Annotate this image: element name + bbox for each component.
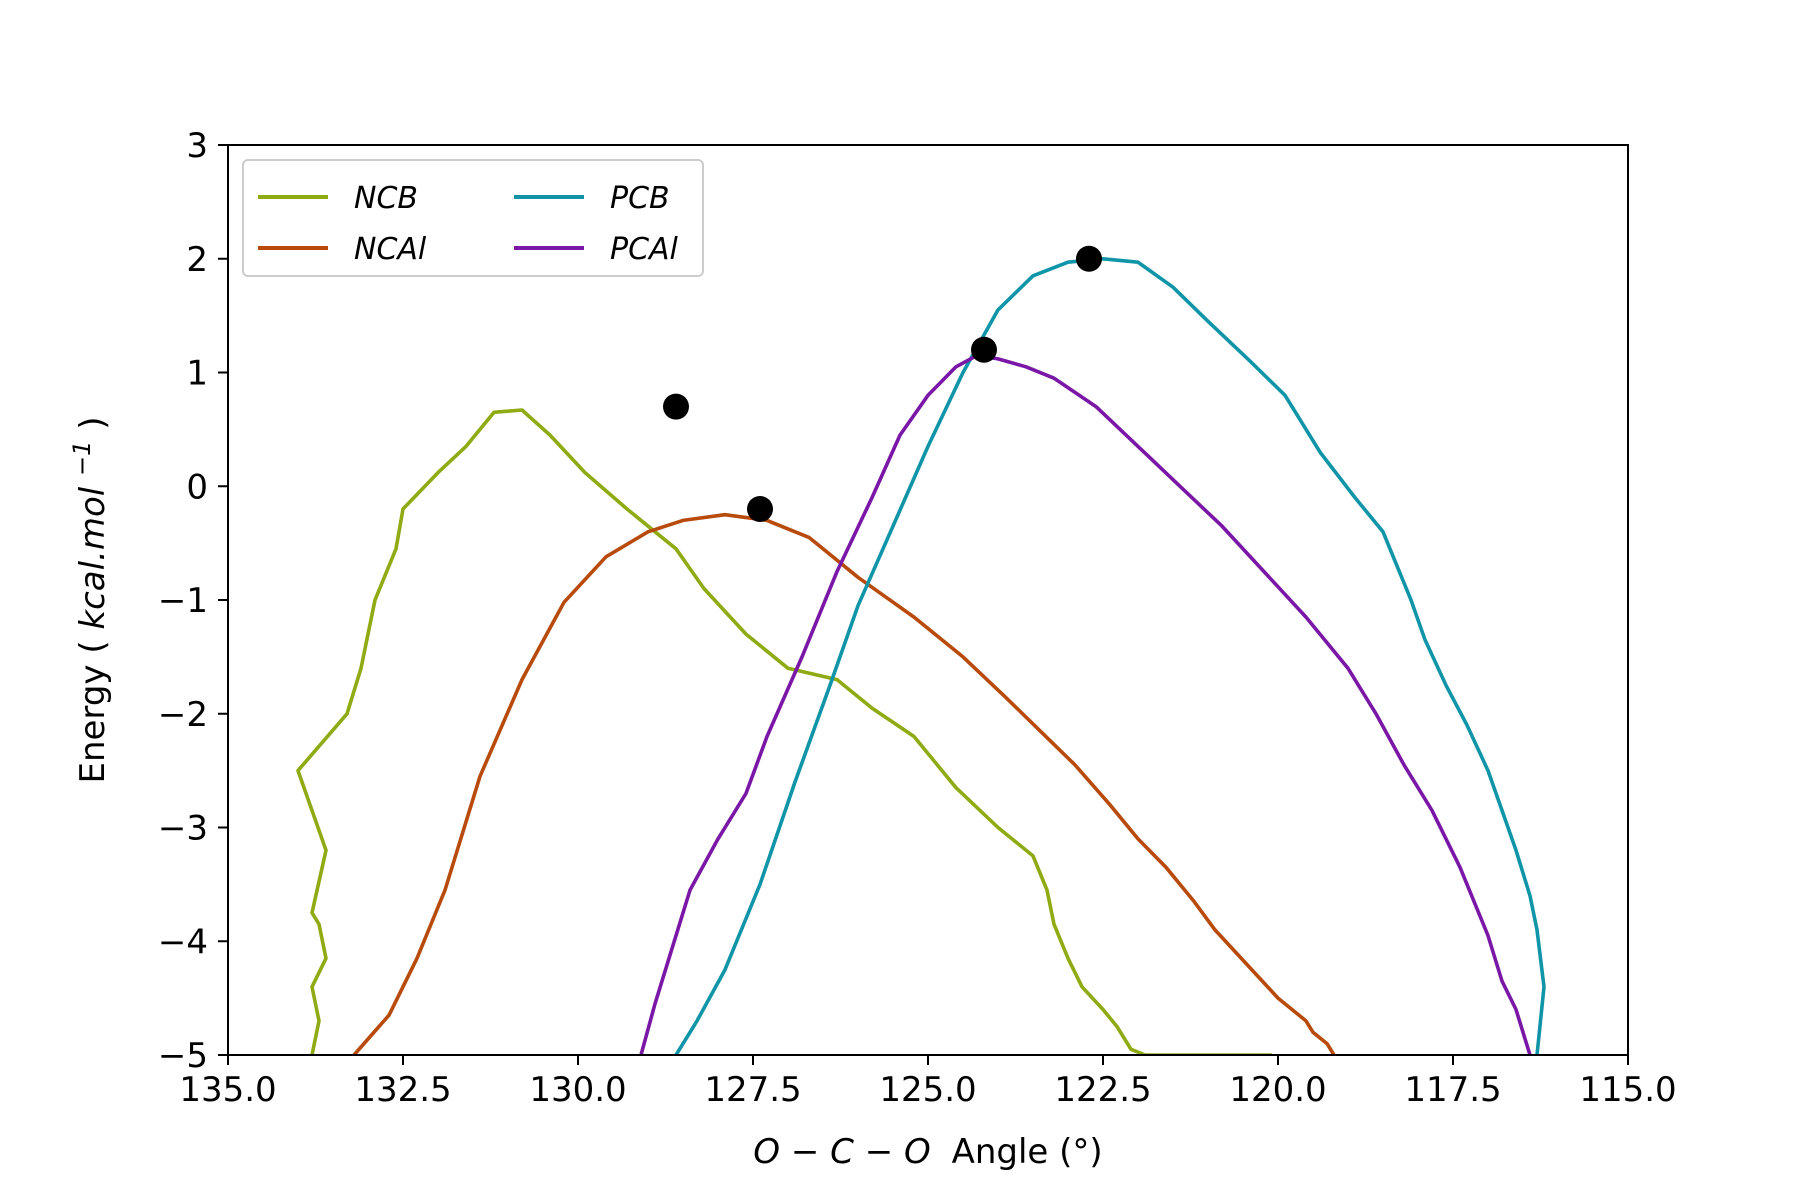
y-tick-label: 0 bbox=[186, 467, 208, 507]
y-tick-label: 1 bbox=[186, 354, 208, 394]
x-tick-label: 117.5 bbox=[1404, 1070, 1501, 1110]
x-tick-label: 132.5 bbox=[354, 1070, 451, 1110]
series-line-pcb bbox=[674, 256, 1546, 1055]
max-energy-marker bbox=[1076, 245, 1102, 272]
series-line-ncb bbox=[296, 408, 1273, 1055]
legend-label-ncal: NCAl bbox=[354, 232, 427, 267]
y-tick-label: 3 bbox=[186, 126, 208, 166]
legend-label-pcal: PCAl bbox=[610, 232, 679, 267]
y-axis-label-suffix: ) bbox=[73, 416, 113, 429]
series-layer bbox=[296, 256, 1546, 1055]
series-line-pcal bbox=[639, 353, 1532, 1055]
y-axis-label: Energy ( kcal.mol −1 ) bbox=[68, 416, 113, 783]
max-energy-marker bbox=[971, 336, 997, 363]
legend-box bbox=[242, 159, 704, 277]
x-tick-label: 122.5 bbox=[1054, 1070, 1151, 1110]
legend: NCB NCAl PCB PCAl bbox=[242, 159, 704, 277]
ticks-layer: 135.0 132.5 130.0 127.5 125.0 122.5 120.0 117.5… bbox=[158, 126, 1677, 1110]
y-tick-label: −1 bbox=[158, 581, 208, 621]
x-axis-label-text: Angle (°) bbox=[952, 1132, 1103, 1172]
x-tick-label: 125.0 bbox=[879, 1070, 976, 1110]
x-tick-label: 120.0 bbox=[1229, 1070, 1326, 1110]
x-axis-label: O − C − O Angle (°) bbox=[753, 1132, 1102, 1172]
x-tick-label: 115.0 bbox=[1579, 1070, 1676, 1110]
x-tick-label: 127.5 bbox=[704, 1070, 801, 1110]
x-axis-label-math: O − C − O bbox=[753, 1132, 930, 1172]
y-axis-label-sup: −1 bbox=[68, 441, 96, 476]
x-tick-label: 130.0 bbox=[529, 1070, 626, 1110]
y-tick-label: −5 bbox=[158, 1036, 208, 1076]
y-tick-label: 2 bbox=[186, 240, 208, 280]
max-energy-marker bbox=[747, 496, 773, 522]
y-axis-label-prefix: Energy ( bbox=[73, 640, 113, 783]
series-line-ncal bbox=[352, 512, 1336, 1055]
y-tick-label: −2 bbox=[158, 695, 208, 735]
legend-label-ncb: NCB bbox=[354, 181, 418, 216]
y-tick-label: −4 bbox=[158, 922, 208, 962]
legend-label-pcb: PCB bbox=[610, 181, 670, 216]
y-tick-label: −3 bbox=[158, 809, 208, 849]
max-energy-marker bbox=[663, 393, 689, 420]
marker-layer bbox=[663, 245, 1102, 522]
x-tick-label: 135.0 bbox=[179, 1070, 276, 1110]
y-axis-label-math: kcal.mol bbox=[73, 486, 113, 629]
